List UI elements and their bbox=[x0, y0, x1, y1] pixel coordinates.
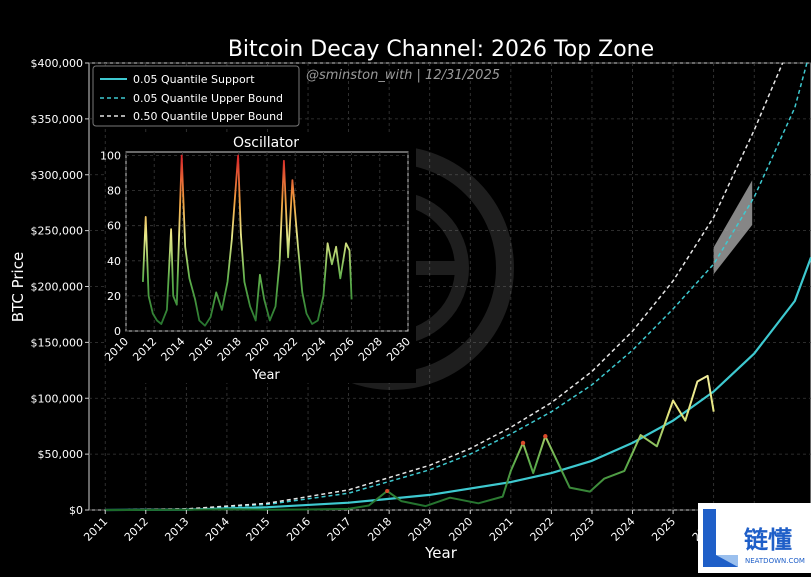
y-tick-label: $400,000 bbox=[31, 57, 84, 70]
y-tick-label: $100,000 bbox=[31, 392, 84, 405]
y-tick-label: $350,000 bbox=[31, 113, 84, 126]
brand-logo-sub: NEATDOWN.COM bbox=[745, 557, 805, 565]
chart-title: Bitcoin Decay Channel: 2026 Top Zone bbox=[228, 37, 654, 62]
legend-item-support: 0.05 Quantile Support bbox=[133, 73, 255, 86]
y-tick-label: $200,000 bbox=[31, 281, 84, 294]
x-tick-label: 2020 bbox=[446, 515, 475, 544]
x-tick-label: 2014 bbox=[203, 515, 232, 544]
x-tick-label: 2024 bbox=[609, 515, 638, 544]
inset-x-axis-label: Year bbox=[251, 368, 280, 383]
x-tick-label: 2011 bbox=[81, 515, 110, 544]
inset-y-tick-label: 0 bbox=[114, 325, 121, 338]
x-tick-label: 2013 bbox=[162, 515, 191, 544]
price-peak-point bbox=[521, 441, 525, 445]
x-tick-label: 2017 bbox=[325, 515, 354, 544]
x-tick-label: 2023 bbox=[568, 515, 597, 544]
inset-y-tick-label: 80 bbox=[107, 185, 121, 198]
x-tick-label: 2015 bbox=[244, 515, 273, 544]
watermark-text: @sminston_with | 12/31/2025 bbox=[306, 68, 500, 83]
legend: 0.05 Quantile Support 0.05 Quantile Uppe… bbox=[93, 66, 299, 126]
inset-y-tick-label: 20 bbox=[107, 290, 121, 303]
brand-logo: 链懂 NEATDOWN.COM bbox=[698, 503, 811, 573]
x-tick-label: 2022 bbox=[528, 515, 557, 544]
brand-logo-name: 链懂 bbox=[744, 526, 792, 554]
x-tick-label: 2019 bbox=[406, 515, 435, 544]
x-tick-label: 2021 bbox=[487, 515, 516, 544]
x-tick-label: 2016 bbox=[284, 515, 313, 544]
legend-item-050-upper: 0.50 Quantile Upper Bound bbox=[133, 110, 283, 123]
y-tick-label: $250,000 bbox=[31, 225, 84, 238]
x-tick-label: 2025 bbox=[649, 515, 678, 544]
legend-item-005-upper: 0.05 Quantile Upper Bound bbox=[133, 92, 283, 105]
y-tick-label: $150,000 bbox=[31, 336, 84, 349]
price-peak-point bbox=[385, 489, 389, 493]
x-tick-label: 2012 bbox=[122, 515, 151, 544]
inset-y-tick-label: 100 bbox=[100, 150, 121, 163]
brand-logo-mark: 链懂 NEATDOWN.COM bbox=[698, 503, 811, 573]
inset-y-tick-label: 40 bbox=[107, 255, 121, 268]
y-axis-label: BTC Price bbox=[9, 252, 27, 322]
x-axis-label: Year bbox=[424, 544, 458, 562]
inset-y-tick-label: 60 bbox=[107, 220, 121, 233]
price-peak-point bbox=[543, 434, 547, 438]
y-tick-label: $0 bbox=[69, 504, 83, 517]
y-tick-label: $50,000 bbox=[38, 448, 84, 461]
y-tick-label: $300,000 bbox=[31, 169, 84, 182]
x-tick-label: 2018 bbox=[365, 515, 394, 544]
inset-title: Oscillator bbox=[233, 135, 299, 151]
